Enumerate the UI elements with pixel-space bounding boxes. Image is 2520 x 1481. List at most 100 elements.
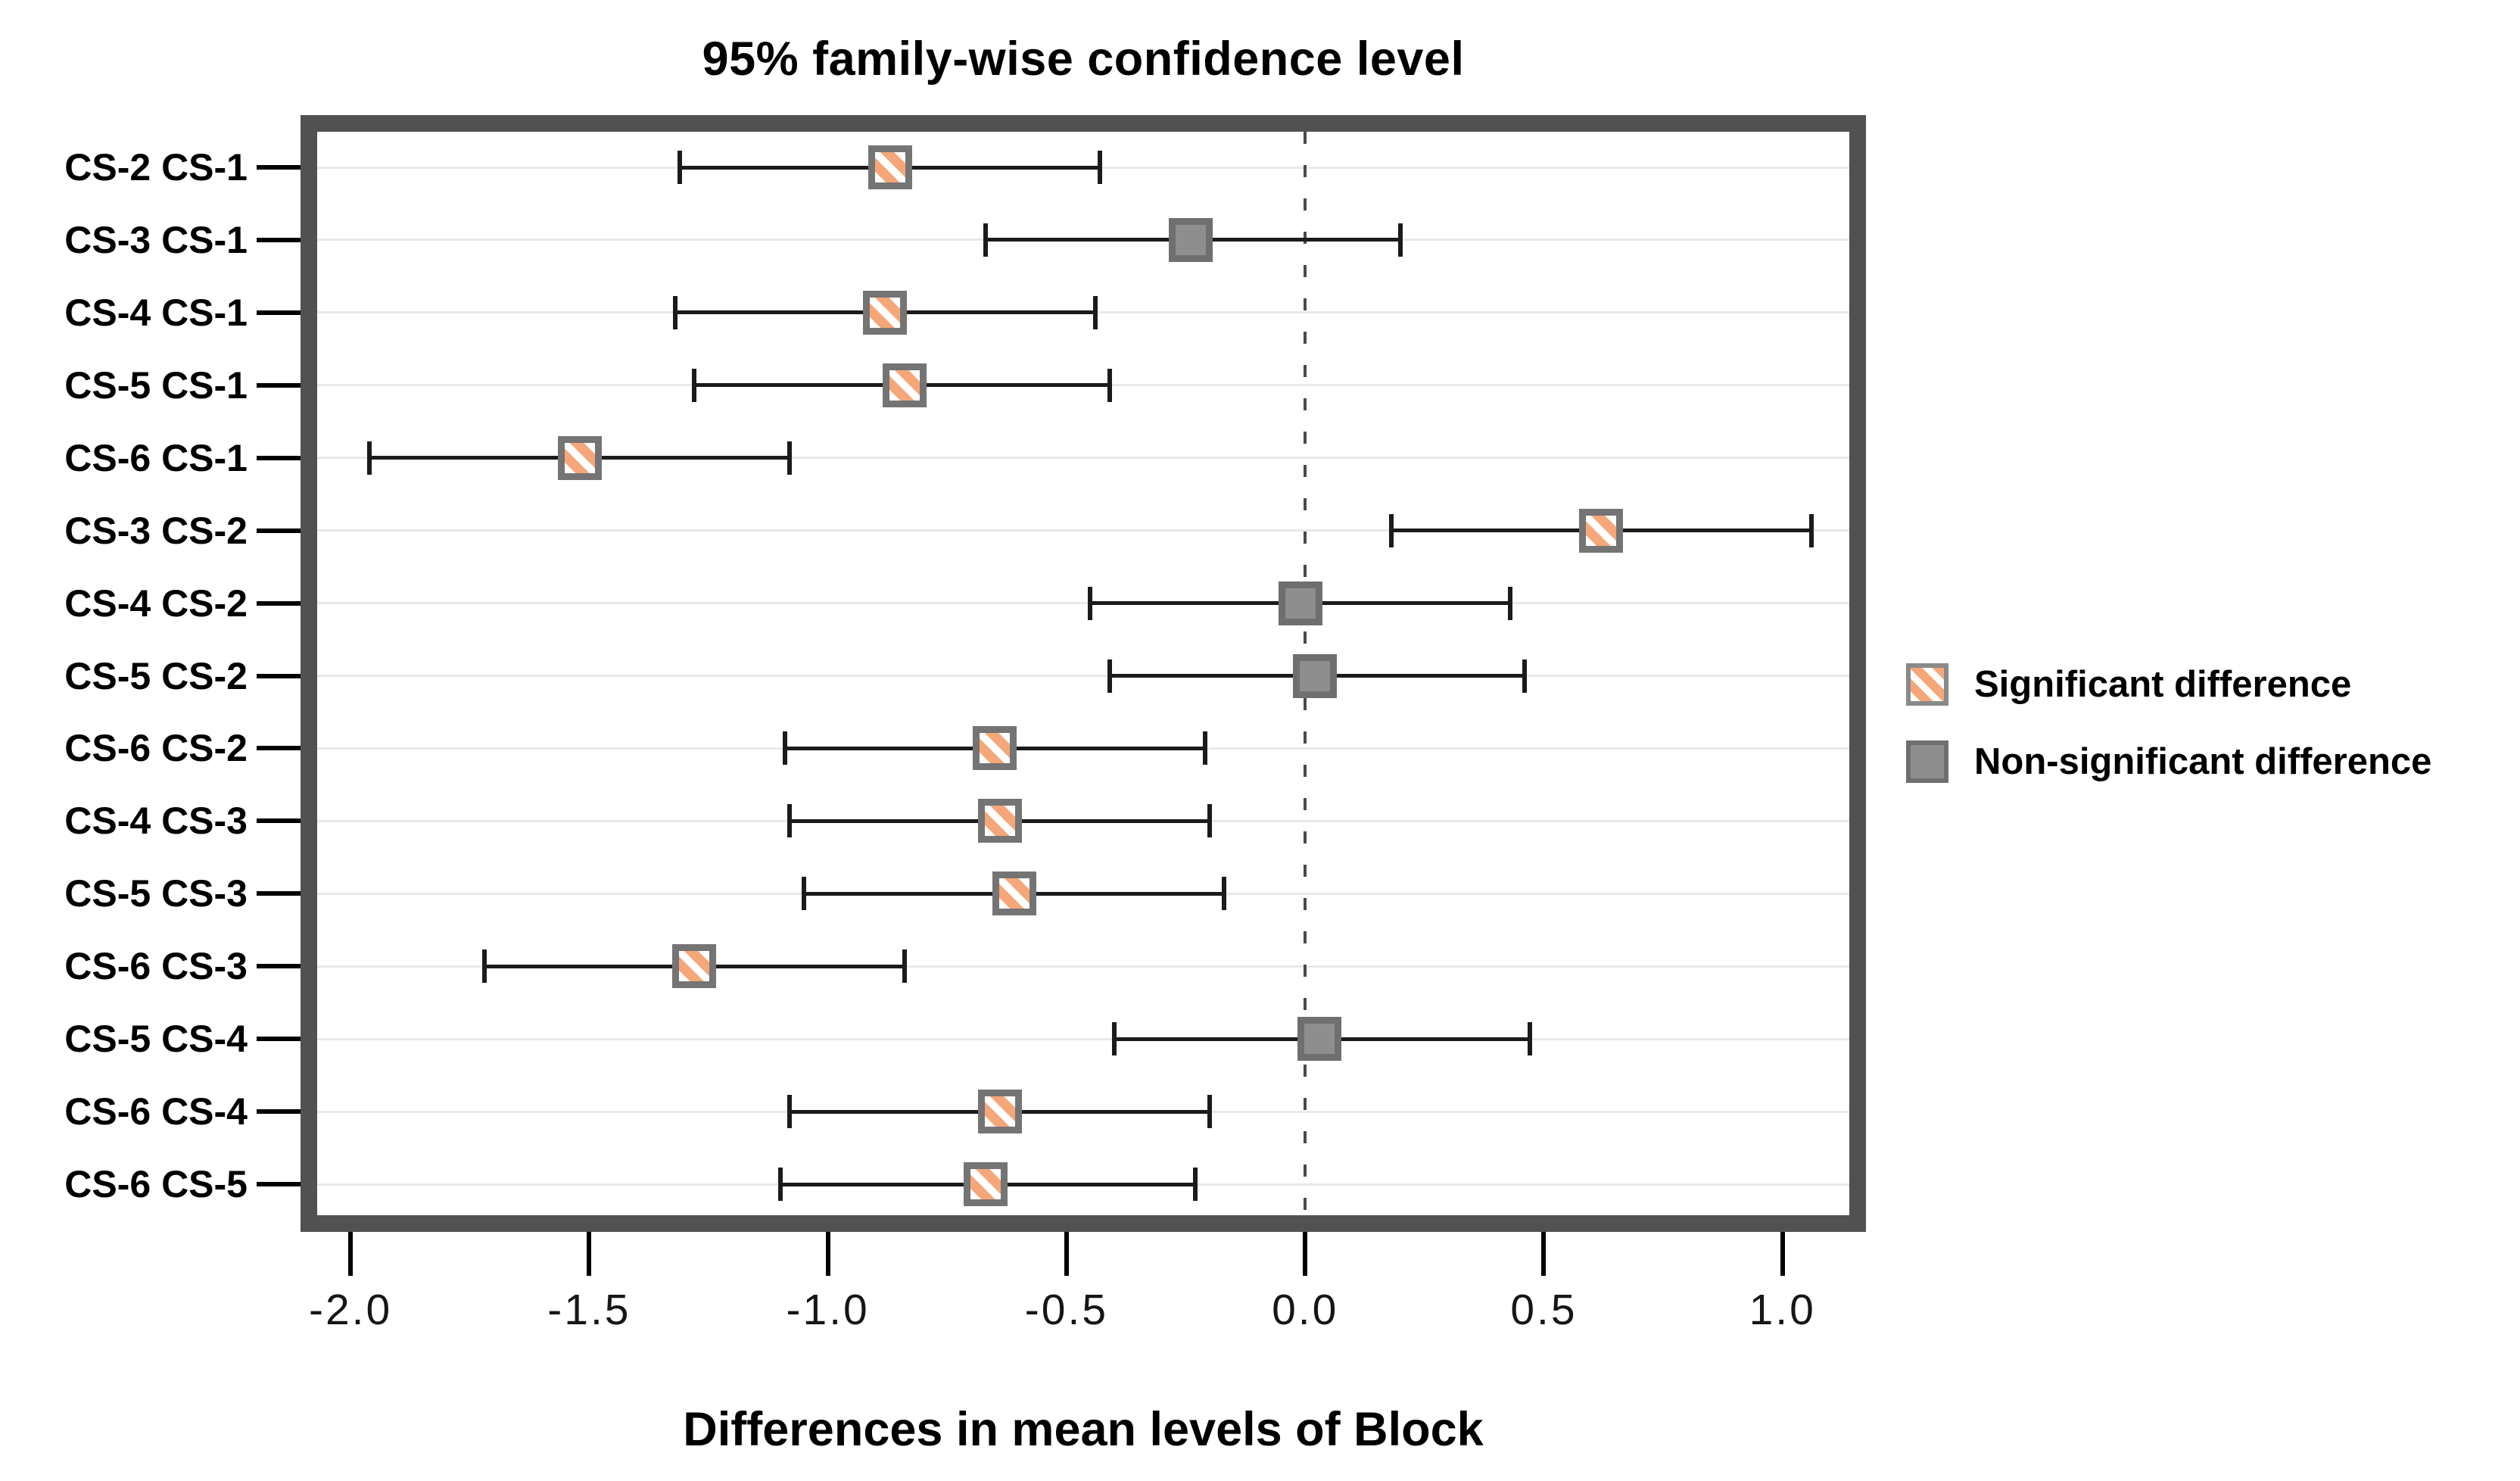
interval-cap-upper <box>902 949 907 984</box>
marker-nonsignificant <box>1292 653 1337 698</box>
marker-significant <box>963 1162 1008 1206</box>
interval-cap-lower <box>692 368 697 402</box>
legend-item-nonsignificant: Non-significant difference <box>1906 740 2431 783</box>
x-axis-tick <box>1303 1232 1308 1276</box>
interval-cap-upper <box>1098 151 1103 184</box>
y-tick-label: CS-3 CS-1 <box>64 218 248 261</box>
interval-cap-lower <box>1107 659 1112 693</box>
hatched-orange-square-icon <box>1906 663 1948 706</box>
interval-cap-lower <box>787 1095 793 1129</box>
marker-significant <box>973 726 1017 771</box>
y-axis-tick <box>257 165 301 170</box>
x-axis-tick <box>1780 1232 1785 1276</box>
gridline <box>317 457 1849 460</box>
interval-cap-lower <box>1088 586 1093 620</box>
legend-label-nonsignificant: Non-significant difference <box>1974 741 2432 782</box>
y-tick-label: CS-6 CS-2 <box>64 727 248 770</box>
interval-cap-lower <box>678 151 683 184</box>
x-tick-label: 1.0 <box>1749 1286 1816 1334</box>
interval-cap-upper <box>1527 1022 1532 1056</box>
y-axis-tick <box>257 1037 301 1042</box>
interval-cap-lower <box>1388 513 1394 547</box>
marker-significant <box>557 435 602 480</box>
y-tick-label: CS-6 CS-1 <box>64 436 248 479</box>
x-tick-label: 0.5 <box>1510 1286 1578 1334</box>
marker-significant <box>1579 508 1624 553</box>
interval-cap-upper <box>1207 1095 1213 1129</box>
x-axis-tick <box>1541 1232 1547 1276</box>
y-tick-label: CS-3 CS-2 <box>64 509 248 552</box>
x-tick-label: -2.0 <box>309 1286 393 1334</box>
interval-cap-lower <box>983 223 988 257</box>
marker-significant <box>868 145 912 189</box>
interval-cap-upper <box>1107 368 1112 402</box>
gridline <box>317 675 1849 677</box>
gridline <box>317 602 1849 605</box>
legend-item-significant: Significant difference <box>1906 663 2431 706</box>
y-tick-label: CS-4 CS-2 <box>64 581 248 625</box>
y-axis-tick <box>257 528 301 533</box>
interval-cap-lower <box>367 441 372 475</box>
marker-nonsignificant <box>1297 1017 1342 1062</box>
interval-cap-upper <box>1092 295 1098 329</box>
y-axis-tick <box>257 310 301 315</box>
solid-gray-square-icon <box>1906 740 1948 783</box>
interval-cap-upper <box>1193 1168 1198 1201</box>
interval-cap-lower <box>787 804 793 838</box>
y-tick-label: CS-6 CS-4 <box>64 1090 248 1133</box>
gridline <box>317 965 1849 968</box>
y-axis-tick <box>257 1109 301 1115</box>
marker-significant <box>882 363 927 407</box>
y-tick-label: CS-5 CS-2 <box>64 654 248 697</box>
x-tick-label: -1.0 <box>786 1286 870 1334</box>
x-axis-tick <box>825 1232 830 1276</box>
y-axis-tick <box>257 455 301 460</box>
y-tick-label: CS-5 CS-4 <box>64 1018 248 1061</box>
interval-cap-upper <box>1222 877 1226 911</box>
marker-significant <box>992 871 1036 916</box>
interval-cap-upper <box>1202 731 1207 765</box>
y-tick-label: CS-4 CS-3 <box>64 800 248 843</box>
interval-cap-upper <box>1207 804 1213 838</box>
y-tick-label: CS-6 CS-3 <box>64 945 248 988</box>
y-tick-label: CS-6 CS-5 <box>64 1163 248 1205</box>
interval-cap-upper <box>1398 223 1403 257</box>
interval-cap-lower <box>672 295 678 329</box>
y-tick-label: CS-5 CS-1 <box>64 363 248 407</box>
interval-cap-lower <box>1111 1022 1117 1056</box>
y-axis-tick <box>257 964 301 969</box>
y-axis-tick <box>257 237 301 242</box>
y-axis-tick <box>257 673 301 678</box>
interval-cap-upper <box>1508 586 1513 620</box>
interval-cap-upper <box>787 441 793 475</box>
interval-cap-upper <box>1808 513 1814 547</box>
plot-frame <box>301 115 1866 1232</box>
x-axis-tick <box>348 1232 354 1276</box>
interval-cap-lower <box>802 877 807 911</box>
y-tick-label: CS-4 CS-1 <box>64 291 248 334</box>
marker-nonsignificant <box>1278 581 1322 625</box>
interval-cap-lower <box>782 731 787 765</box>
marker-significant <box>977 1090 1022 1134</box>
y-axis-tick <box>257 891 301 896</box>
x-axis-tick <box>587 1232 592 1276</box>
y-axis-tick <box>257 818 301 824</box>
y-axis-tick <box>257 382 301 388</box>
y-tick-label: CS-5 CS-3 <box>64 872 248 915</box>
plot-area <box>317 132 1849 1215</box>
y-tick-label: CS-2 CS-1 <box>64 146 248 189</box>
marker-significant <box>672 944 717 989</box>
x-tick-label: 0.0 <box>1272 1286 1339 1334</box>
marker-significant <box>977 799 1022 843</box>
x-axis-tick <box>1064 1232 1069 1276</box>
marker-nonsignificant <box>1168 217 1213 262</box>
y-axis-tick <box>257 600 301 606</box>
chart-title: 95% family-wise confidence level <box>702 33 1465 86</box>
x-axis-title: Differences in mean levels of Block <box>683 1403 1484 1456</box>
interval-cap-upper <box>1522 659 1528 693</box>
x-tick-label: -1.5 <box>547 1286 631 1334</box>
marker-significant <box>863 290 908 335</box>
x-tick-label: -0.5 <box>1024 1286 1109 1334</box>
y-axis-tick <box>257 746 301 751</box>
